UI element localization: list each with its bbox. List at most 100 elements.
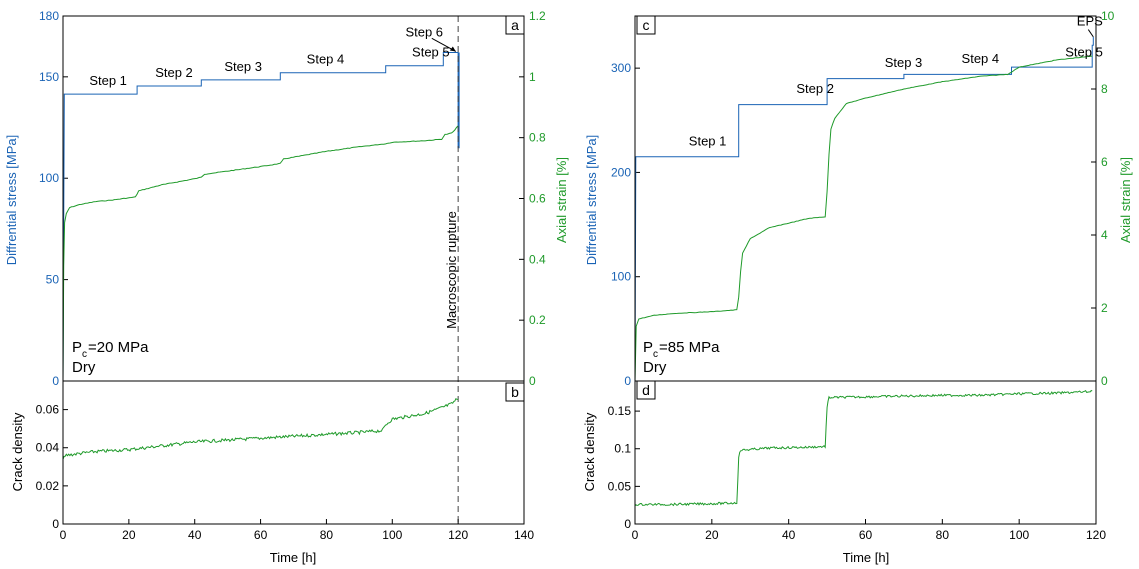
panel-d-frame bbox=[634, 380, 1097, 525]
rupture-label: Macroscopic rupture bbox=[444, 211, 459, 329]
panel-d-ytick-label-1: 0.05 bbox=[608, 479, 632, 493]
panel-a-plot: 0 50 100 150 180 0 0.2 0.4 0.6 0.8 1 1.2 Step 1 Step … bbox=[39, 9, 546, 524]
panel-b: 0 20 40 60 80 100 120 140 0 0.02 0.04 0.06 Crack de… bbox=[10, 380, 534, 565]
panel-a-right-ytick-label-0: 0 bbox=[529, 374, 536, 388]
panel-a-step-label-5: Step 6 bbox=[405, 24, 443, 39]
panel-b-ylabel: Crack density bbox=[10, 412, 25, 491]
panel-b-crack-density-line bbox=[62, 397, 459, 460]
panel-c-label-box bbox=[636, 15, 656, 35]
panel-a-stress-line bbox=[62, 52, 460, 382]
panel-b-label: b bbox=[511, 384, 519, 400]
panel-a-right-ytick-label-5: 1 bbox=[529, 70, 536, 84]
panel-a-step-label-0: Step 1 bbox=[89, 73, 127, 88]
panel-b-xlabel: Time [h] bbox=[270, 550, 316, 565]
panel-a-right-ytick-label-3: 0.6 bbox=[529, 192, 546, 206]
panel-b-label-box bbox=[505, 382, 525, 402]
panel-a-right-ytick-label-6: 1.2 bbox=[529, 9, 546, 23]
panel-c-step-label-4: Step 5 bbox=[1065, 45, 1103, 60]
panel-d: 0 20 40 60 80 100 120 0 0.05 0.1 0.15 Crack densit… bbox=[582, 380, 1106, 565]
panel-b-xtick-label-1: 20 bbox=[122, 528, 136, 542]
panel-a-label: a bbox=[511, 17, 519, 33]
panel-a-step-label-1: Step 2 bbox=[155, 65, 193, 80]
panel-b-xtick-label-6: 120 bbox=[448, 528, 468, 542]
panel-c-pc: P bbox=[643, 339, 653, 356]
panel-a-ylabel-right: Axial strain [%] bbox=[554, 157, 569, 243]
panel-a-right-ytick-label-1: 0.2 bbox=[529, 313, 546, 327]
panel-c-eps-arrow bbox=[1087, 29, 1094, 38]
panel-b-frame bbox=[62, 380, 525, 525]
panel-b-ytick-label-3: 0.06 bbox=[36, 403, 60, 417]
panel-d-xtick-label-0: 0 bbox=[632, 528, 639, 542]
panel-c-left-ytick-label-0: 0 bbox=[624, 374, 631, 388]
panel-a-ylabel-left: Diffrential stress [MPa] bbox=[4, 135, 19, 266]
panel-a-step-label-4: Step 5 bbox=[412, 45, 450, 60]
panel-d-plot: 0 20 40 60 80 100 120 0 0.05 0.1 0.15 bbox=[608, 389, 1106, 542]
panel-d-ytick-label-2: 0.1 bbox=[614, 442, 631, 456]
panel-c-strain-line bbox=[634, 55, 1093, 382]
panel-c-step-label-2: Step 3 bbox=[885, 55, 923, 70]
panel-c-right-ytick-label-0: 0 bbox=[1101, 374, 1108, 388]
panel-b-xtick-label-3: 60 bbox=[254, 528, 268, 542]
panel-a-dry: Dry bbox=[72, 359, 96, 376]
panel-c-plot: 0 100 200 300 0 2 4 6 8 10 Step 1 Step 2 Step 3 Step … bbox=[611, 9, 1115, 388]
panel-a-left-ytick-label-4: 180 bbox=[39, 9, 59, 23]
panel-c-right-ytick-label-4: 8 bbox=[1101, 82, 1108, 96]
panel-c-step-label-0: Step 1 bbox=[689, 133, 727, 148]
panel-d-xtick-label-2: 40 bbox=[782, 528, 796, 542]
panel-d-ylabel: Crack density bbox=[582, 412, 597, 491]
panel-d-xlabel: Time [h] bbox=[843, 550, 889, 565]
panel-a-step-label-2: Step 3 bbox=[224, 59, 262, 74]
panel-d-xtick-label-5: 100 bbox=[1009, 528, 1029, 542]
panel-c-ylabel-right: Axial strain [%] bbox=[1118, 157, 1133, 243]
panel-c-frame bbox=[634, 15, 1097, 382]
panel-a-left-ytick-label-1: 50 bbox=[46, 273, 60, 287]
panel-a-left-ytick-label-2: 100 bbox=[39, 171, 59, 185]
panel-c-right-ytick-label-5: 10 bbox=[1101, 9, 1115, 23]
panel-d-xtick-label-1: 20 bbox=[705, 528, 719, 542]
panel-c-label: c bbox=[643, 17, 650, 33]
panel-a-right-ytick-label-4: 0.8 bbox=[529, 131, 546, 145]
panel-c: 0 100 200 300 0 2 4 6 8 10 Step 1 Step 2 Step 3 Step … bbox=[584, 9, 1133, 388]
panel-d-xtick-label-6: 120 bbox=[1086, 528, 1106, 542]
panel-d-xtick-label-4: 80 bbox=[936, 528, 950, 542]
panel-c-step-label-3: Step 4 bbox=[962, 51, 1000, 66]
panel-b-xtick-label-7: 140 bbox=[514, 528, 534, 542]
panel-a-label-box bbox=[505, 15, 525, 35]
panel-b-ytick-label-2: 0.04 bbox=[36, 441, 60, 455]
panel-c-right-ytick-label-1: 2 bbox=[1101, 301, 1108, 315]
panel-a: 0 50 100 150 180 0 0.2 0.4 0.6 0.8 1 1.2 Step 1 Step … bbox=[4, 9, 569, 524]
panel-c-left-ytick-label-1: 100 bbox=[611, 270, 631, 284]
panel-d-label-box bbox=[636, 380, 656, 400]
panel-a-pc-value: =20 MPa bbox=[88, 339, 149, 356]
panel-d-ytick-label-0: 0 bbox=[624, 517, 631, 531]
panel-c-right-ytick-label-2: 4 bbox=[1101, 228, 1108, 242]
panel-a-left-ytick-label-3: 150 bbox=[39, 70, 59, 84]
panel-c-ylabel-left: Diffrential stress [MPa] bbox=[584, 135, 599, 266]
panel-a-pc-sub: c bbox=[82, 349, 87, 360]
panel-c-pc-value: =85 MPa bbox=[659, 339, 720, 356]
panel-d-label: d bbox=[642, 382, 650, 398]
panel-a-left-ytick-label-0: 0 bbox=[52, 374, 59, 388]
panel-b-xtick-label-4: 80 bbox=[320, 528, 334, 542]
panel-a-step6-arrowhead bbox=[449, 46, 456, 52]
panel-c-step-label-1: Step 2 bbox=[796, 81, 834, 96]
panel-b-xtick-label-5: 100 bbox=[382, 528, 402, 542]
panel-d-crack-density-line bbox=[634, 389, 1093, 507]
panel-c-stress-line bbox=[634, 36, 1094, 382]
panel-c-step-label-5: EPS bbox=[1077, 13, 1103, 28]
panel-c-left-ytick-label-3: 300 bbox=[611, 61, 631, 75]
panel-b-xtick-label-0: 0 bbox=[60, 528, 67, 542]
panel-a-pc: P bbox=[72, 339, 82, 356]
panel-d-xtick-label-3: 60 bbox=[859, 528, 873, 542]
panel-c-dry: Dry bbox=[643, 359, 667, 376]
panel-b-xtick-label-2: 40 bbox=[188, 528, 202, 542]
panel-c-right-ytick-label-3: 6 bbox=[1101, 155, 1108, 169]
panel-a-strain-line bbox=[62, 125, 459, 382]
panel-b-ytick-label-0: 0 bbox=[52, 517, 59, 531]
panel-a-right-ytick-label-2: 0.4 bbox=[529, 252, 546, 266]
panel-c-pc-sub: c bbox=[653, 349, 658, 360]
panel-a-step-label-3: Step 4 bbox=[307, 52, 345, 67]
panel-b-plot: 0 20 40 60 80 100 120 140 0 0.02 0.04 0.06 bbox=[36, 397, 534, 542]
panel-b-ytick-label-1: 0.02 bbox=[36, 479, 60, 493]
panel-d-ytick-label-3: 0.15 bbox=[608, 404, 632, 418]
